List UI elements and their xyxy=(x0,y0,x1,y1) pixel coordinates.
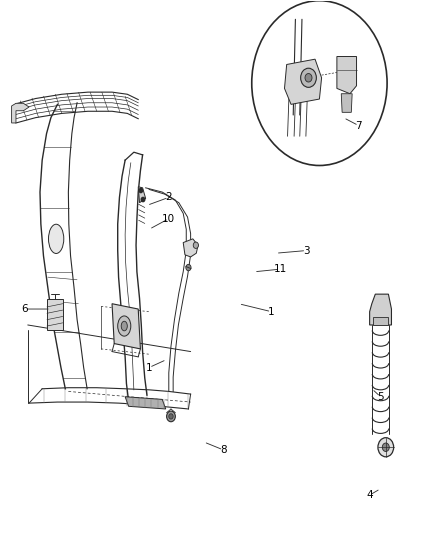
Circle shape xyxy=(252,1,387,165)
Circle shape xyxy=(382,443,389,451)
Text: 5: 5 xyxy=(377,392,384,402)
Polygon shape xyxy=(183,239,198,257)
Circle shape xyxy=(139,188,143,192)
Polygon shape xyxy=(337,56,357,94)
Text: 8: 8 xyxy=(220,445,227,455)
Polygon shape xyxy=(138,187,146,203)
Circle shape xyxy=(378,438,394,457)
Text: 6: 6 xyxy=(21,304,28,314)
Polygon shape xyxy=(285,59,321,104)
Circle shape xyxy=(193,242,198,248)
Polygon shape xyxy=(370,294,392,325)
Text: 1: 1 xyxy=(146,362,152,373)
Text: 2: 2 xyxy=(166,192,172,203)
Circle shape xyxy=(166,411,175,422)
Ellipse shape xyxy=(49,224,64,254)
Polygon shape xyxy=(46,300,63,330)
Text: 7: 7 xyxy=(355,120,362,131)
Text: 3: 3 xyxy=(303,246,310,255)
Polygon shape xyxy=(112,304,141,349)
Polygon shape xyxy=(125,397,166,409)
Text: 4: 4 xyxy=(366,490,373,500)
Ellipse shape xyxy=(118,316,131,336)
Circle shape xyxy=(141,197,145,201)
Polygon shape xyxy=(373,317,389,325)
Text: 1: 1 xyxy=(268,306,275,317)
Ellipse shape xyxy=(121,321,127,331)
Circle shape xyxy=(169,414,173,419)
Text: 10: 10 xyxy=(162,214,175,224)
Circle shape xyxy=(300,68,316,87)
Text: 11: 11 xyxy=(273,264,287,274)
Polygon shape xyxy=(12,103,29,123)
Polygon shape xyxy=(341,94,352,112)
Circle shape xyxy=(305,74,312,82)
Circle shape xyxy=(186,264,191,271)
